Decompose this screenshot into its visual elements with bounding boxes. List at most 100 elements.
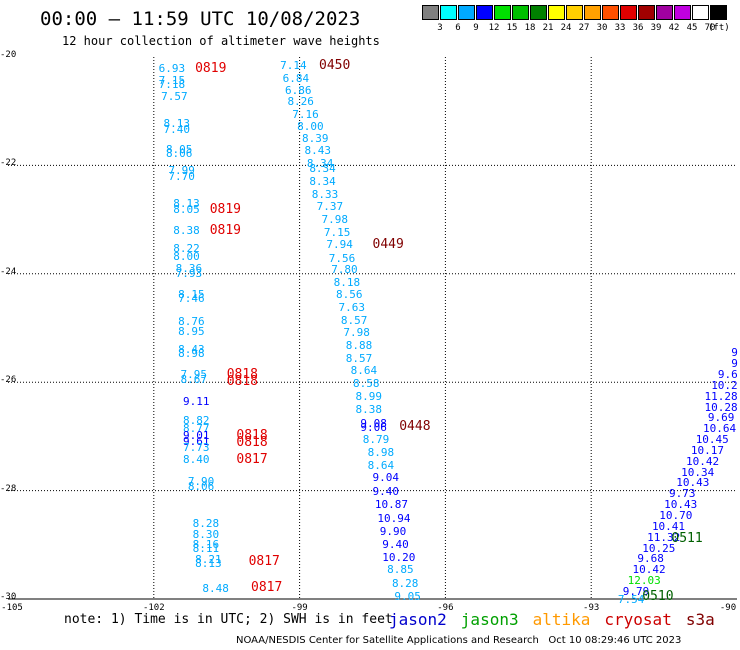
wave-height-label: 8.18 [333,275,361,289]
wave-height-label: 8.34 [306,156,334,170]
wave-height-label: 7.98 [321,212,348,226]
map-title: 00:00 – 11:59 UTC 10/08/2023 [40,8,361,30]
legend-label: 27 [578,23,590,33]
legend-unit: (ft) [708,23,730,33]
satellite-name: cryosat [604,610,672,629]
legend-label: 3 [437,23,443,33]
pass-time-label: 0511 [671,531,703,547]
wave-height-label: 8.82 [182,414,210,428]
wave-height-label: 8.38 [173,224,200,238]
wave-height-label: 10.43 [676,476,710,490]
legend-label: 30 [596,23,608,33]
legend-swatch [512,5,529,20]
wave-height-label: 9.69 [707,411,735,425]
wave-height-label: 7.70 [168,170,195,184]
wave-height-label: 8.28 [192,517,220,531]
legend-swatch [494,5,511,20]
legend-swatch [458,5,475,20]
wave-height-label: 9.11 [182,395,210,409]
wave-height-label: 8.28 [391,576,419,590]
wave-height-label: 10.64 [702,422,737,436]
wave-height-label: 10.17 [690,443,724,457]
longitude-tick-label: -96 [437,603,454,613]
wave-height-label: 8.13 [163,117,191,131]
wave-height-label: 7.40 [163,122,191,136]
wave-height-label: 7.46 [178,292,205,306]
wave-height-label: 9 [731,346,738,360]
wave-height-label: 8.21 [195,553,222,567]
wave-height-label: 9.61 [182,434,210,448]
wave-height-label: 10.2 [711,378,738,392]
wave-height-label: 7.90 [187,474,215,488]
pass-time-label: 0818 [236,428,268,444]
credit-text: NOAA/NESDIS Center for Satellite Applica… [236,635,539,646]
satellite-name: altika [532,610,591,629]
generation-timestamp: Oct 10 08:29:46 UTC 2023 [548,635,682,646]
pass-time-label: 0449 [372,236,404,252]
wave-height-label: 7.73 [182,441,210,455]
wave-height-label: 9.05 [394,590,421,604]
wave-height-label: 9.40 [372,484,400,498]
wave-height-label: 8.05 [173,202,200,216]
pass-time-label: 0510 [642,589,674,605]
wave-height-label: 8.77 [182,422,210,436]
wave-height-label: 8.95 [178,324,205,338]
legend-swatch [584,5,601,20]
pass-time-label: 0818 [226,374,258,390]
wave-height-label: 7.94 [326,237,353,251]
wave-height-label: 7.18 [158,78,186,92]
wave-height-label: 6.93 [158,61,186,75]
wave-height-label: 9.04 [372,471,400,485]
wave-height-label: 8.11 [192,542,220,556]
pass-time-label: 0818 [226,367,258,383]
wave-height-label: 10.25 [642,541,676,555]
wave-height-label: 8.26 [287,95,314,109]
wave-height-label: 10.87 [374,498,409,512]
wave-height-label: 7.63 [338,301,365,315]
wave-height-label: 8.13 [173,197,200,211]
wave-height-label: 8.16 [192,537,220,551]
wave-height-label: 8.43 [178,342,205,356]
pass-time-label: 0448 [399,418,431,434]
wave-height-label: 8.33 [311,187,339,201]
wave-height-label: 8.00 [297,120,324,134]
wave-height-label: 7.37 [316,200,344,214]
pass-time-label: 0817 [251,580,283,596]
wave-height-label: 10.20 [382,550,416,564]
wave-height-label: 9.73 [668,487,696,501]
wave-height-label: 10.70 [659,508,693,522]
latitude-tick-label: -30 [0,592,17,602]
map-subtitle: 12 hour collection of altimeter wave hei… [62,34,380,48]
latitude-tick-label: -24 [0,266,17,277]
legend-label: 33 [614,23,626,33]
legend-swatch [476,5,493,20]
wave-height-label: 8.57 [345,351,373,365]
longitude-tick-label: -102 [142,603,165,613]
wave-height-label: 7.56 [328,251,356,265]
wave-height-label: 7.93 [175,266,203,280]
wave-height-label: 7.16 [292,107,319,121]
wave-height-label: 8.88 [345,339,373,353]
wave-height-label: 11.28 [704,389,738,403]
wave-height-label: 8.30 [192,527,220,541]
legend-label: 21 [542,23,554,33]
wave-height-label: 9.6 [717,368,738,382]
wave-height-label: 9.79 [622,584,650,598]
legend-swatch [620,5,637,20]
wave-height-label: 8.34 [309,174,336,188]
wave-height-label: 7.80 [331,263,358,277]
legend-label: 15 [506,23,518,33]
pass-time-label: 0819 [209,201,241,217]
satellite-name: jason2 [389,610,447,629]
longitude-tick-label: -93 [583,603,600,613]
wave-height-label: 8.98 [367,445,395,459]
wave-height-label: 7.95 [180,368,208,382]
wave-height-label: 9 [731,357,738,371]
note-text: note: 1) Time is in UTC; 2) SWH is in fe… [64,612,393,627]
wave-height-label: 9.06 [360,420,387,434]
wave-height-label: 10.41 [651,519,686,533]
wave-height-label: 7.99 [168,163,195,177]
legend-label: 39 [650,23,662,33]
legend-label: 12 [488,23,500,33]
